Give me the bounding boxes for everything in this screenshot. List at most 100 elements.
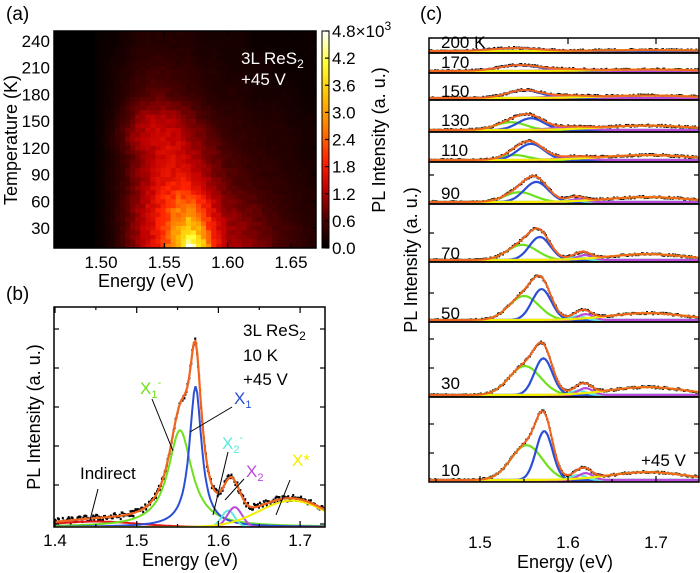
heatmap-cell (120, 207, 126, 213)
heatmap-cell (170, 122, 177, 128)
heatmap-cell (114, 234, 121, 240)
heatmap-cell (256, 73, 263, 79)
heatmap-cell (246, 109, 253, 115)
heatmap-cell (165, 171, 172, 177)
heatmap-cell (190, 176, 197, 182)
heatmap-cell (216, 33, 222, 39)
heatmap-cell (130, 60, 136, 66)
heatmap-cell (185, 154, 192, 160)
heatmap-cell (165, 38, 172, 44)
heatmap-cell (190, 171, 197, 177)
heatmap-cell (206, 38, 212, 44)
heatmap-cell (241, 65, 248, 71)
heatmap-cell (120, 82, 126, 88)
heatmap-cell (125, 38, 131, 44)
panel-c-plot (429, 46, 699, 482)
heatmap-cell (145, 238, 151, 244)
heatmap-cell (226, 234, 233, 240)
data-point (130, 514, 133, 517)
heatmap-cell (256, 56, 263, 62)
heatmap-cell (180, 33, 187, 39)
heatmap-cell (302, 225, 309, 231)
heatmap-cell (120, 194, 126, 200)
heatmap-cell (211, 238, 217, 244)
heatmap-cell (307, 203, 314, 209)
heatmap-cell (277, 176, 283, 182)
heatmap-cell (246, 243, 253, 248)
heatmap-cell (246, 212, 253, 218)
heatmap-cell (266, 109, 273, 115)
heatmap-cell (272, 82, 278, 88)
data-point (214, 487, 217, 491)
heatmap-cell (201, 69, 207, 75)
heatmap-cell (170, 73, 177, 79)
data-point (333, 514, 335, 516)
heatmap-cell (155, 33, 162, 39)
heatmap-cell (114, 220, 121, 226)
heatmap-cell (266, 180, 273, 186)
heatmap-cell (302, 171, 309, 177)
heatmap-cell (302, 122, 309, 128)
heatmap-cell (256, 238, 263, 244)
heatmap-cell (216, 149, 222, 155)
heatmap-cell (236, 131, 243, 137)
heatmap-cell (231, 167, 238, 173)
heatmap-cell (297, 154, 303, 160)
heatmap-cell (246, 149, 253, 155)
heatmap-cell (236, 105, 243, 111)
heatmap-cell (231, 42, 238, 48)
heatmap-cell (287, 203, 293, 209)
heatmap-cell (109, 136, 116, 142)
heatmap-cell (201, 109, 207, 115)
panel-a-voltage-label: +45 V (241, 70, 287, 89)
heatmap-cell (196, 87, 202, 93)
heatmap-cell (211, 51, 217, 57)
heatmap-cell (211, 234, 217, 240)
heatmap-cell (272, 167, 278, 173)
heatmap-cell (307, 109, 314, 115)
heatmap-cell (261, 118, 268, 124)
heatmap-cell (190, 225, 197, 231)
heatmap-cell (135, 33, 141, 39)
heatmap-cell (261, 140, 268, 146)
panel-a-label: (a) (6, 4, 29, 25)
heatmap-cell (236, 118, 243, 124)
heatmap-cell (135, 171, 141, 177)
heatmap-cell (221, 198, 227, 204)
heatmap-cell (211, 176, 217, 182)
fit-total (429, 274, 699, 321)
heatmap-cell (109, 127, 116, 133)
heatmap-cell (241, 149, 248, 155)
heatmap-cell (170, 38, 177, 44)
heatmap-cell (292, 136, 298, 142)
heatmap-cell (196, 149, 202, 155)
heatmap-cell (292, 212, 298, 218)
heatmap-cell (277, 69, 283, 75)
heatmap-cell (231, 69, 238, 75)
heatmap-cell (150, 33, 157, 39)
heatmap-cell (211, 122, 217, 128)
heatmap-cell (256, 42, 263, 48)
heatmap-cell (170, 171, 177, 177)
heatmap-cell (160, 198, 167, 204)
heatmap-cell (130, 180, 136, 186)
heatmap-cell (282, 194, 288, 200)
heatmap-cell (104, 51, 111, 57)
heatmap-cell (211, 69, 217, 75)
heatmap-cell (190, 167, 197, 173)
heatmap-cell (211, 180, 217, 186)
heatmap-cell (109, 65, 116, 71)
x-tick-label: 1.55 (148, 253, 181, 272)
heatmap-cell (266, 194, 273, 200)
data-point (252, 508, 254, 511)
heatmap-cell (272, 78, 278, 84)
data-point (121, 511, 124, 514)
heatmap-cell (241, 87, 248, 93)
heatmap-cell (211, 38, 217, 44)
heatmap-cell (130, 69, 136, 75)
heatmap-cell (185, 167, 192, 173)
fit-total (429, 174, 699, 203)
data-point (155, 496, 157, 499)
panel-a-frame (53, 30, 317, 249)
heatmap-cell (130, 198, 136, 204)
